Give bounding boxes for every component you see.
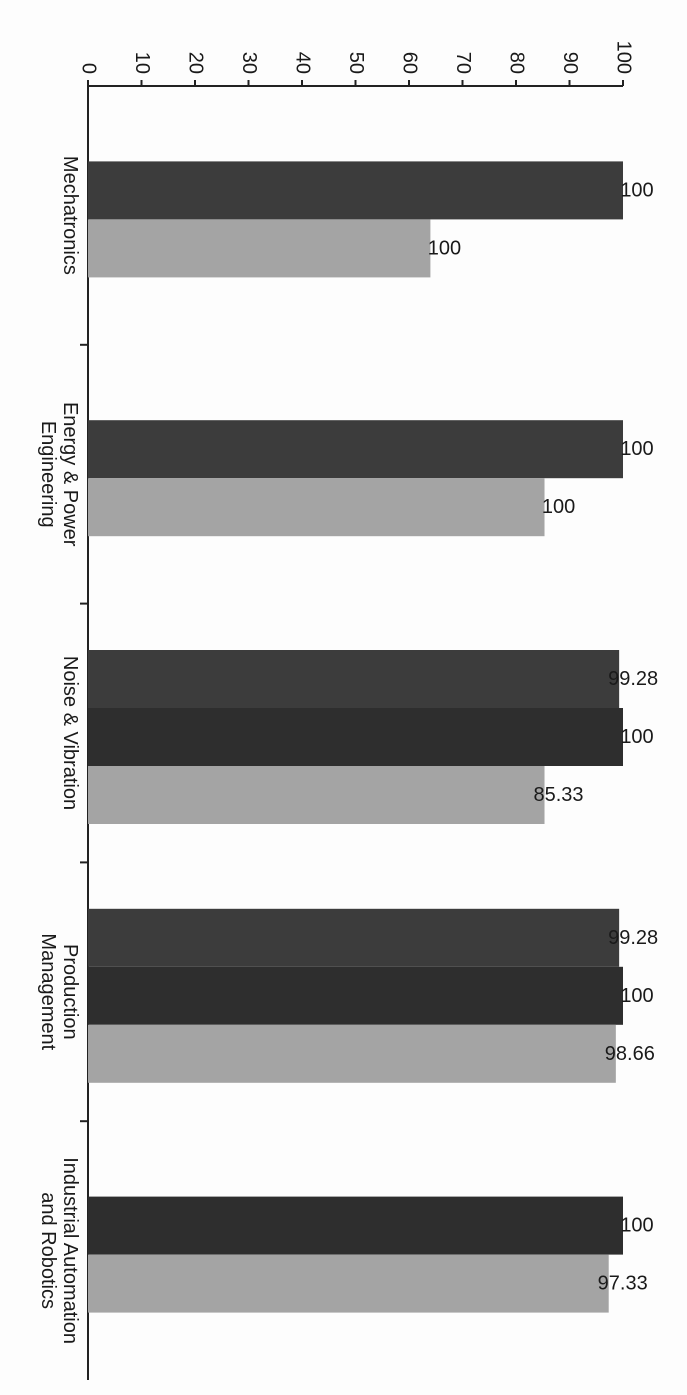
data-label: 100 [542,496,575,518]
y-tick-label: 40 [292,52,314,74]
bar [88,708,623,766]
data-label: 99.28 [608,668,658,690]
bar [87,1254,609,1313]
data-labels: 100 100 100 100 99.28 100 85.33 99.28 100 98.66 10… [428,179,658,1294]
bar [88,1196,623,1255]
category-label: Industrial Automationand Robotics [37,1157,81,1344]
bar [88,1024,616,1083]
data-label: 97.33 [598,1273,648,1295]
bar [88,478,545,537]
bar [88,219,431,278]
category-label: Energy & PowerEngineering [37,402,81,547]
category-label: Noise & Vibration [59,656,81,810]
y-tick-label: 70 [452,52,474,74]
bar [88,966,623,1025]
bar [88,161,623,220]
data-label: 100 [620,726,653,748]
bar [88,420,623,479]
y-tick-label: 80 [506,52,528,74]
y-tick-label: 0 [78,63,100,74]
y-tick-label: 50 [345,52,367,74]
y-tick-label: 60 [399,52,421,74]
category-label: Mechatronics [59,156,81,275]
data-label: 100 [620,179,653,201]
data-label: 99.28 [608,927,658,949]
category-label: ProductionManagement [37,933,81,1050]
bars [87,161,623,1313]
data-label: 100 [620,985,653,1007]
data-label: 100 [620,1215,653,1237]
data-label: 98.66 [605,1043,655,1065]
axes: 0 10 20 30 40 50 60 70 80 90 100 [78,41,635,1380]
y-tick-label: 90 [559,52,581,74]
data-label: 100 [428,237,461,259]
data-label: 100 [620,438,653,460]
y-tick-label: 20 [185,52,207,74]
data-label: 85.33 [533,784,583,806]
y-tick-label: 10 [131,52,153,74]
y-tick-label: 30 [238,52,260,74]
bar [87,908,620,967]
category-labels: Mechatronics Energy & PowerEngineering Noi… [37,156,81,1344]
bar [88,766,545,824]
y-tick-label: 100 [613,41,635,74]
bar [87,650,620,708]
